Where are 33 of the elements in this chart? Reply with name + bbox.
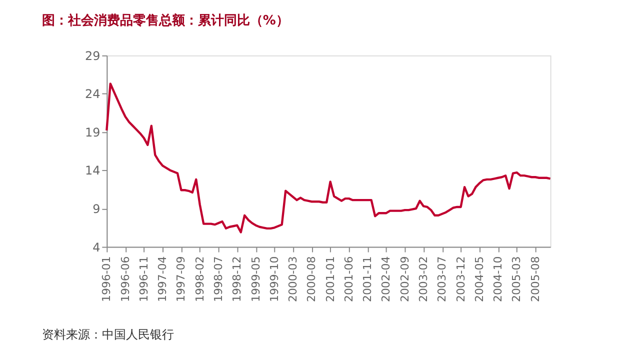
x-tick-label: 2004-10 bbox=[492, 256, 505, 302]
text: 资料来源：中国人民银行 bbox=[42, 328, 174, 342]
x-tick-label: 2003-12 bbox=[454, 256, 468, 302]
x-tick-label: 1997-09 bbox=[174, 256, 188, 302]
x-tick-label: 2000-03 bbox=[286, 256, 300, 302]
x-tick-label: 2001-01 bbox=[324, 256, 337, 302]
y-tick-label: 29 bbox=[84, 48, 100, 63]
x-tick-label: 1996-01 bbox=[100, 256, 114, 302]
y-tick-label: 4 bbox=[92, 240, 100, 254]
x-tick-label: 1998-12 bbox=[230, 256, 244, 302]
x-tick-label: 2004-05 bbox=[472, 256, 486, 302]
x-tick-label: 2003-07 bbox=[436, 256, 449, 302]
y-tick-label: 9 bbox=[92, 202, 100, 216]
x-tick-label: 2001-11 bbox=[361, 256, 374, 302]
x-tick-label: 1997-04 bbox=[156, 256, 170, 302]
x-tick-label: 1999-10 bbox=[268, 256, 281, 302]
x-tick-label: 2002-09 bbox=[398, 256, 412, 302]
y-tick-label: 19 bbox=[84, 125, 100, 140]
x-tick-label: 1998-07 bbox=[212, 256, 225, 302]
chart-title: 图：社会消费品零售总额：累计同比（%） bbox=[42, 12, 289, 28]
x-tick-label: 2003-02 bbox=[417, 256, 430, 302]
x-tick-label: 2000-08 bbox=[305, 256, 318, 302]
x-tick-label: 2001-06 bbox=[342, 256, 356, 302]
x-tick-label: 2002-04 bbox=[380, 256, 393, 302]
x-tick-label: 2005-03 bbox=[510, 256, 524, 302]
x-tick-label: 2005-08 bbox=[528, 256, 542, 302]
x-tick-label: 1999-05 bbox=[249, 256, 262, 302]
x-tick-label: 1998-02 bbox=[193, 256, 206, 302]
line-series bbox=[106, 82, 552, 234]
y-tick-label: 24 bbox=[84, 87, 100, 102]
y-tick-label: 14 bbox=[84, 164, 100, 178]
x-tick-label: 1996-11 bbox=[137, 256, 150, 302]
x-tick-label: 1996-06 bbox=[118, 256, 132, 302]
